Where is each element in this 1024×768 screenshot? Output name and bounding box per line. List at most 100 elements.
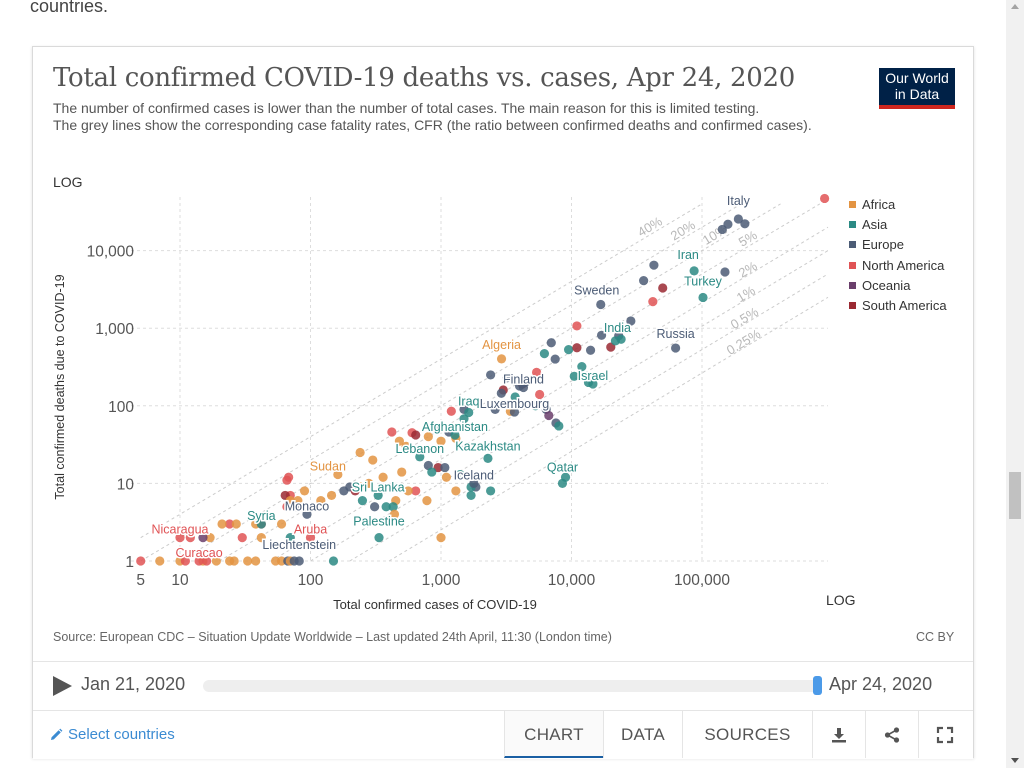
data-point xyxy=(740,219,750,229)
cfr-label: 40% xyxy=(635,213,665,239)
data-point xyxy=(225,519,235,529)
data-point xyxy=(544,410,554,421)
cfr-line xyxy=(140,203,742,562)
data-point xyxy=(466,490,476,501)
point-label: Lebanon xyxy=(395,442,444,456)
y-tick-label: 1,000 xyxy=(95,321,134,338)
data-point xyxy=(411,486,421,496)
data-point-iceland xyxy=(469,478,479,488)
data-point xyxy=(572,343,582,353)
y-scale-toggle[interactable]: LOG xyxy=(53,174,83,190)
data-point-lebanon xyxy=(415,452,425,462)
timeline-end-date: Apr 24, 2020 xyxy=(829,674,933,694)
data-point xyxy=(451,486,461,496)
intro-text: countries. xyxy=(30,0,109,16)
point-label: Liechtenstein xyxy=(262,538,336,552)
data-point-palestine xyxy=(374,533,384,543)
scatter-chart: 40% 20% 10% 5%2%1%0.5%0.25%5 10 100 1,000 10,00… xyxy=(53,192,830,612)
timeline-handle[interactable] xyxy=(813,676,822,695)
data-point xyxy=(326,490,337,501)
x-scale-toggle[interactable]: LOG xyxy=(826,592,856,608)
data-point xyxy=(496,388,506,398)
data-point xyxy=(510,392,520,402)
legend-item-oceania[interactable]: Oceania xyxy=(849,275,947,295)
data-point-liechtenstein xyxy=(294,556,304,566)
data-point xyxy=(155,556,165,566)
share-button[interactable] xyxy=(865,711,918,758)
point-label: Italy xyxy=(727,194,751,208)
data-point xyxy=(459,414,469,424)
data-point xyxy=(316,496,326,506)
play-icon[interactable] xyxy=(53,676,73,696)
tab-sources[interactable]: SOURCES xyxy=(682,711,812,758)
point-label: Luxembourg xyxy=(480,397,550,411)
point-label: Kazakhstan xyxy=(455,439,520,453)
data-point xyxy=(381,502,391,512)
page-scrollbar[interactable] xyxy=(1006,0,1024,768)
cfr-line xyxy=(388,296,829,562)
data-point xyxy=(211,556,221,566)
legend-item-africa[interactable]: Africa xyxy=(849,194,947,214)
data-point xyxy=(639,276,649,286)
point-label: Iceland xyxy=(454,468,494,482)
data-point xyxy=(364,478,374,488)
data-point xyxy=(530,401,541,411)
data-point xyxy=(572,321,582,331)
logo-line: Our World xyxy=(885,70,949,86)
data-point xyxy=(291,502,302,512)
legend-label: North America xyxy=(862,257,945,273)
data-point xyxy=(368,455,378,465)
legend-item-asia[interactable]: Asia xyxy=(849,214,947,234)
data-point xyxy=(339,486,349,496)
point-label: Aruba xyxy=(294,523,327,537)
data-point xyxy=(585,345,596,355)
data-point-india xyxy=(610,336,621,346)
license-link[interactable]: CC BY xyxy=(916,630,955,644)
fullscreen-button[interactable] xyxy=(918,711,971,758)
data-point xyxy=(276,519,287,529)
subtitle-line: The grey lines show the corresponding ca… xyxy=(53,117,812,133)
data-point xyxy=(626,316,636,326)
data-point xyxy=(427,467,437,477)
scroll-down-icon[interactable] xyxy=(1011,758,1019,763)
timeline-track[interactable] xyxy=(203,680,821,692)
data-point xyxy=(350,486,360,496)
legend-item-north-america[interactable]: North America xyxy=(849,255,947,275)
data-point xyxy=(229,556,239,566)
data-point xyxy=(720,267,730,277)
select-countries-button[interactable]: Select countries xyxy=(49,726,175,743)
owid-logo[interactable]: Our World in Data xyxy=(879,68,955,109)
legend-label: Africa xyxy=(862,196,896,212)
download-button[interactable] xyxy=(812,711,865,758)
legend-item-europe[interactable]: Europe xyxy=(849,235,947,255)
scroll-up-icon[interactable] xyxy=(1011,4,1019,9)
point-label: Palestine xyxy=(353,515,404,529)
tab-data[interactable]: DATA xyxy=(603,711,682,758)
data-point-finland xyxy=(518,382,529,393)
timeline: Jan 21, 2020 Apr 24, 2020 xyxy=(33,661,973,711)
data-point xyxy=(387,427,397,437)
data-point xyxy=(357,496,368,506)
legend-swatch xyxy=(849,241,856,249)
data-point-syria xyxy=(256,519,266,529)
legend-swatch xyxy=(849,220,856,228)
data-point xyxy=(388,502,398,512)
data-point xyxy=(502,373,512,383)
tab-chart[interactable]: CHART xyxy=(504,711,603,758)
data-point xyxy=(490,404,500,414)
data-point xyxy=(440,462,450,473)
data-point xyxy=(539,349,550,359)
data-point xyxy=(649,260,659,270)
data-point xyxy=(282,502,292,512)
y-tick-label: 1 xyxy=(125,554,134,571)
scroll-thumb[interactable] xyxy=(1009,472,1021,519)
data-point-israel xyxy=(588,379,598,389)
data-point-qatar xyxy=(557,478,568,488)
chart-card: Total confirmed COVID-19 deaths vs. case… xyxy=(32,46,974,759)
legend-item-south-america[interactable]: South America xyxy=(849,295,947,315)
data-point xyxy=(422,496,432,506)
point-label: Sudan xyxy=(310,460,346,474)
legend-label: Europe xyxy=(862,237,904,253)
data-point xyxy=(717,224,727,235)
data-point-nicaragua xyxy=(175,533,185,543)
